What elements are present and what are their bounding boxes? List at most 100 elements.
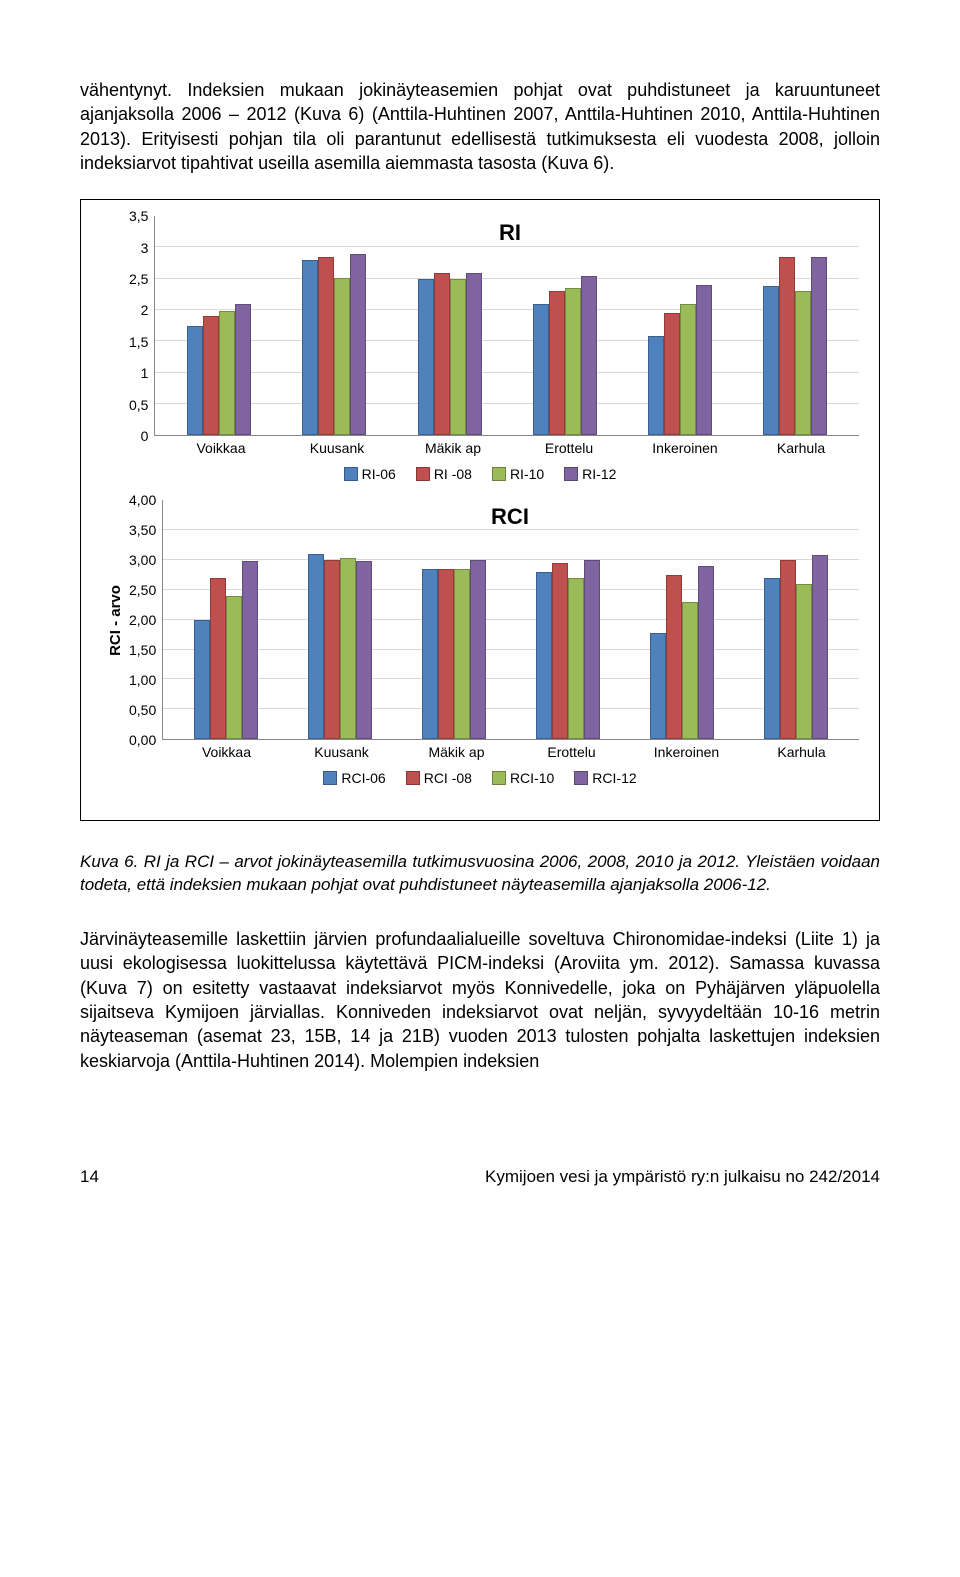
- bar: [780, 560, 796, 739]
- bar: [795, 291, 811, 435]
- bar-group: [392, 216, 507, 435]
- legend-label: RI-06: [362, 466, 396, 482]
- bar: [549, 291, 565, 435]
- legend-label: RCI-06: [341, 770, 385, 786]
- legend-swatch: [416, 467, 430, 481]
- bar: [696, 285, 712, 435]
- bar: [466, 273, 482, 436]
- figure-caption: Kuva 6. RI ja RCI – arvot jokinäyteasemi…: [80, 851, 880, 897]
- bar: [764, 578, 780, 739]
- chart-container: RI 3,532,521,510,50 VoikkaaKuusankMäkik …: [80, 199, 880, 821]
- x-label: Inkeroinen: [627, 440, 743, 456]
- bar: [763, 286, 779, 435]
- chart-ri-legend: RI-06 RI -08 RI-10 RI-12: [101, 466, 859, 482]
- x-label: Erottelu: [514, 744, 629, 760]
- x-label: Mäkik ap: [395, 440, 511, 456]
- chart-rci-title: RCI: [161, 504, 859, 530]
- chart-rci: RCI RCI - arvo 4,003,503,002,502,001,501…: [101, 500, 859, 786]
- chart-rci-ylabel: RCI - arvo: [107, 585, 124, 656]
- bar: [334, 278, 350, 436]
- x-label: Erottelu: [511, 440, 627, 456]
- bar: [682, 602, 698, 739]
- bar-group: [277, 216, 392, 435]
- bar: [356, 561, 372, 739]
- bar: [568, 578, 584, 739]
- legend-label: RI-10: [510, 466, 544, 482]
- chart-rci-xlabels: VoikkaaKuusankMäkik apErotteluInkeroinen…: [169, 744, 859, 760]
- bar-group: [622, 216, 737, 435]
- legend-label: RI -08: [434, 466, 472, 482]
- chart-rci-legend: RCI-06 RCI -08 RCI-10 RCI-12: [101, 770, 859, 786]
- legend-swatch: [574, 771, 588, 785]
- bar: [811, 257, 827, 435]
- bar: [581, 276, 597, 436]
- legend-swatch: [564, 467, 578, 481]
- bar: [187, 326, 203, 436]
- bar: [418, 279, 434, 435]
- legend-label: RCI-10: [510, 770, 554, 786]
- bar: [242, 561, 258, 739]
- bar-group: [161, 216, 276, 435]
- legend-item: RI-06: [344, 466, 396, 482]
- legend-swatch: [492, 467, 506, 481]
- bar: [584, 560, 600, 739]
- bar: [680, 304, 696, 435]
- bar: [648, 336, 664, 435]
- bar: [812, 555, 828, 739]
- bar: [302, 260, 318, 435]
- bar: [318, 257, 334, 435]
- bar: [450, 279, 466, 435]
- bar: [552, 563, 568, 739]
- bar-group: [283, 500, 397, 739]
- bar: [779, 257, 795, 435]
- bar-group: [739, 500, 853, 739]
- bar-group: [507, 216, 622, 435]
- page-number: 14: [80, 1167, 99, 1187]
- bar-group: [397, 500, 511, 739]
- chart-ri-plot: [154, 216, 859, 436]
- bar: [536, 572, 552, 739]
- bar: [235, 304, 251, 435]
- bar: [350, 254, 366, 435]
- bar: [664, 313, 680, 436]
- bar: [203, 316, 219, 435]
- bar: [308, 554, 324, 739]
- bar: [226, 596, 242, 739]
- legend-item: RCI-12: [574, 770, 636, 786]
- bar: [565, 288, 581, 435]
- bar: [650, 633, 666, 739]
- x-label: Voikkaa: [163, 440, 279, 456]
- chart-rci-yticks: 4,003,503,002,502,001,501,000,500,00: [129, 500, 162, 740]
- chart-ri-yticks: 3,532,521,510,50: [129, 216, 154, 436]
- legend-label: RCI -08: [424, 770, 472, 786]
- x-label: Voikkaa: [169, 744, 284, 760]
- bar: [210, 578, 226, 739]
- paragraph-2: Järvinäyteasemille laskettiin järvien pr…: [80, 927, 880, 1073]
- chart-ri-title: RI: [161, 220, 859, 246]
- bar: [796, 584, 812, 739]
- x-label: Karhula: [743, 440, 859, 456]
- legend-swatch: [406, 771, 420, 785]
- footer-text: Kymijoen vesi ja ympäristö ry:n julkaisu…: [485, 1167, 880, 1187]
- bar-group: [511, 500, 625, 739]
- legend-item: RI -08: [416, 466, 472, 482]
- bar: [698, 566, 714, 739]
- bar: [194, 620, 210, 740]
- x-label: Kuusank: [279, 440, 395, 456]
- x-label: Karhula: [744, 744, 859, 760]
- bar-group: [625, 500, 739, 739]
- bar: [340, 558, 356, 739]
- legend-label: RCI-12: [592, 770, 636, 786]
- legend-swatch: [323, 771, 337, 785]
- bar: [434, 273, 450, 436]
- legend-item: RI-12: [564, 466, 616, 482]
- legend-swatch: [344, 467, 358, 481]
- chart-rci-ylabel-wrap: RCI - arvo: [101, 500, 129, 740]
- bar: [324, 560, 340, 739]
- paragraph-1: vähentynyt. Indeksien mukaan jokinäyteas…: [80, 78, 880, 175]
- bar: [470, 560, 486, 739]
- x-label: Kuusank: [284, 744, 399, 760]
- bar: [454, 569, 470, 739]
- legend-item: RCI-06: [323, 770, 385, 786]
- legend-item: RCI-10: [492, 770, 554, 786]
